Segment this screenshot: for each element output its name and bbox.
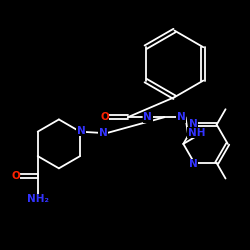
Text: N: N: [189, 159, 198, 169]
Text: N: N: [144, 112, 152, 122]
Text: N: N: [177, 112, 186, 122]
Text: O: O: [11, 171, 20, 181]
Text: O: O: [100, 112, 109, 122]
Text: N: N: [77, 126, 86, 136]
Text: N: N: [189, 118, 198, 128]
Text: NH: NH: [188, 128, 206, 138]
Text: NH₂: NH₂: [27, 194, 49, 204]
Text: N: N: [99, 128, 108, 138]
